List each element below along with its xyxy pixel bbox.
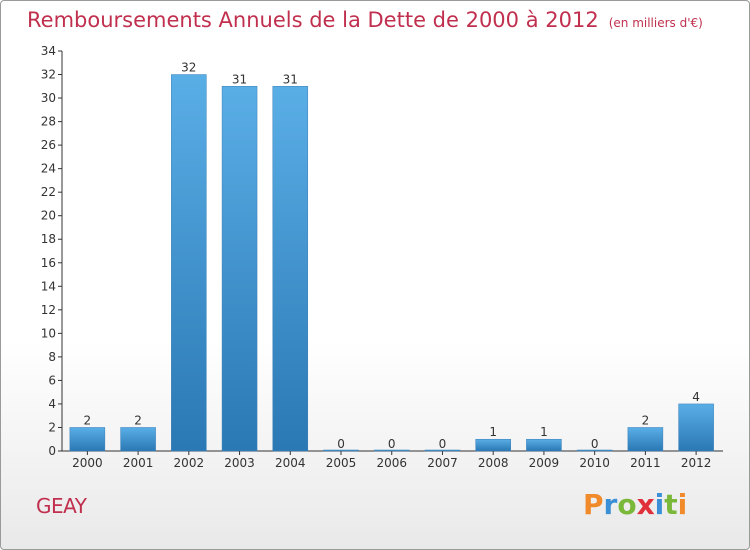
logo-letter: i xyxy=(677,488,688,521)
data-label: 31 xyxy=(232,72,247,86)
bar xyxy=(373,449,410,452)
y-tick-label: 20 xyxy=(41,209,56,223)
y-tick-label: 30 xyxy=(41,91,56,105)
data-label: 2 xyxy=(642,413,650,427)
logo-letter: i xyxy=(654,488,665,521)
data-label: 0 xyxy=(337,437,345,451)
x-tick-label: 2009 xyxy=(529,456,560,470)
data-label: 2 xyxy=(134,413,142,427)
data-label: 32 xyxy=(181,61,196,75)
chart-title: Remboursements Annuels de la Dette de 20… xyxy=(27,8,599,32)
y-tick-label: 6 xyxy=(48,373,56,387)
proxiti-logo: Proxiti xyxy=(583,488,687,521)
y-tick-label: 32 xyxy=(41,68,56,82)
y-tick-label: 2 xyxy=(48,420,56,434)
data-label: 31 xyxy=(283,72,298,86)
data-label: 0 xyxy=(439,437,447,451)
y-tick-label: 22 xyxy=(41,185,56,199)
x-tick-label: 2003 xyxy=(224,456,255,470)
bar xyxy=(576,449,613,452)
x-tick-label: 2002 xyxy=(174,456,205,470)
bar xyxy=(424,449,461,452)
data-label: 4 xyxy=(692,390,700,404)
bar xyxy=(272,86,309,452)
bar xyxy=(678,403,714,452)
commune-name: GEAY xyxy=(36,494,87,518)
bar xyxy=(627,427,664,452)
x-tick-label: 2011 xyxy=(630,456,661,470)
y-tick-label: 0 xyxy=(48,444,56,458)
x-tick-label: 2006 xyxy=(376,456,407,470)
logo-letter: o xyxy=(617,488,637,521)
x-tick-label: 2005 xyxy=(326,456,357,470)
logo-letter: r xyxy=(603,488,618,521)
bar xyxy=(323,449,359,452)
y-tick-label: 10 xyxy=(41,326,56,340)
x-tick-label: 2012 xyxy=(681,456,712,470)
y-tick-label: 34 xyxy=(41,44,56,58)
y-tick-label: 12 xyxy=(41,303,56,317)
x-tick-label: 2004 xyxy=(275,456,306,470)
bar xyxy=(475,438,511,452)
labels: 2000220012200232200331200431200502006020… xyxy=(72,61,711,470)
title-row: Remboursements Annuels de la Dette de 20… xyxy=(27,8,703,32)
x-tick-label: 2000 xyxy=(72,456,103,470)
y-tick-label: 8 xyxy=(48,350,56,364)
y-tick-label: 18 xyxy=(41,232,56,246)
chart-unit: (en milliers d'€) xyxy=(608,16,703,30)
y-tick-label: 24 xyxy=(41,162,56,176)
bar xyxy=(120,427,156,452)
y-tick-label: 14 xyxy=(41,279,56,293)
data-label: 0 xyxy=(388,437,396,451)
x-tick-label: 2001 xyxy=(123,456,154,470)
data-label: 0 xyxy=(591,437,599,451)
bar xyxy=(171,74,207,452)
y-tick-label: 28 xyxy=(41,115,56,129)
x-tick-label: 2008 xyxy=(478,456,509,470)
data-label: 1 xyxy=(540,425,548,439)
logo-letter: t xyxy=(664,488,678,521)
bar xyxy=(69,427,106,452)
bar xyxy=(526,438,562,452)
logo-letter: x xyxy=(636,488,655,521)
logo-letter: P xyxy=(583,488,604,521)
y-tick-label: 26 xyxy=(41,138,56,152)
bar xyxy=(221,86,258,452)
data-label: 2 xyxy=(84,413,92,427)
x-tick-label: 2010 xyxy=(579,456,610,470)
y-tick-label: 4 xyxy=(48,397,56,411)
y-tick-label: 16 xyxy=(41,256,56,270)
data-label: 1 xyxy=(489,425,497,439)
bars xyxy=(69,74,714,452)
x-tick-label: 2007 xyxy=(427,456,458,470)
